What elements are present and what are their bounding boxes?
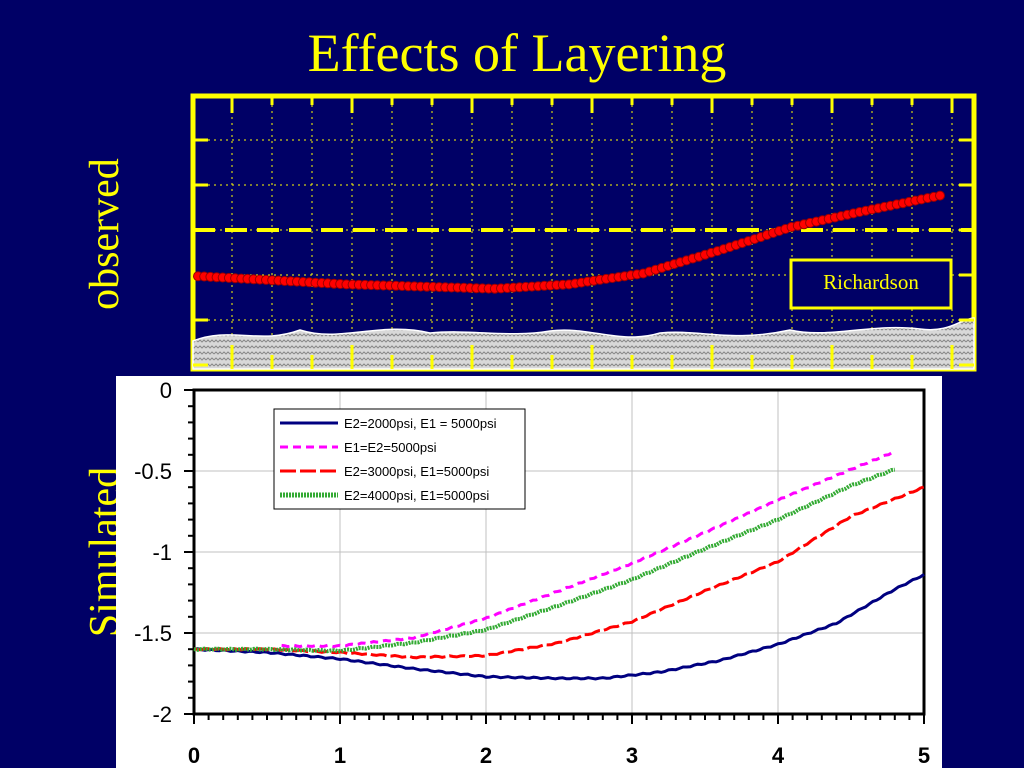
legend-label: E2=4000psi, E1=5000psi <box>344 488 489 503</box>
observed-side-label: observed <box>82 158 128 310</box>
y-tick-label: -0.5 <box>134 459 172 484</box>
observed-axis-ticks <box>193 96 974 369</box>
x-tick-label: 1 <box>334 743 346 768</box>
legend-label: E1=E2=5000psi <box>344 440 437 455</box>
legend: E2=2000psi, E1 = 5000psi E1=E2=5000psi E2=… <box>273 408 526 510</box>
x-tick-label: 3 <box>626 743 638 768</box>
simulated-series <box>193 449 925 681</box>
y-tick-label: -1.5 <box>134 621 172 646</box>
ground-layer <box>192 317 975 370</box>
observed-grid <box>196 99 971 366</box>
richardson-badge-label: Richardson <box>823 270 919 294</box>
series-line-4 <box>193 467 896 654</box>
observed-points <box>193 190 945 294</box>
x-tick-label: 0 <box>188 743 200 768</box>
x-tick-labels: 0 1 2 3 4 5 <box>188 743 930 768</box>
y-tick-label: -2 <box>152 702 172 727</box>
legend-box <box>273 408 526 510</box>
y-tick-label: 0 <box>160 378 172 403</box>
richardson-badge <box>789 258 953 310</box>
observed-plot-frame <box>190 93 977 372</box>
y-tick-label: -1 <box>152 540 172 565</box>
slide-title: Effects of Layering <box>307 23 727 83</box>
simulated-ticks <box>184 389 925 724</box>
legend-label: E2=2000psi, E1 = 5000psi <box>344 416 497 431</box>
y-tick-labels: 0 -0.5 -1 -1.5 -2 <box>134 378 172 727</box>
series-line-1 <box>193 573 925 681</box>
observed-data-point <box>935 190 945 201</box>
simulated-deflection-chart: 0 -0.5 -1 -1.5 -2 0 1 2 3 4 5 E2=2000psi, E1 = 50… <box>116 376 942 768</box>
observed-profile-chart: Richardson <box>190 93 977 372</box>
x-tick-label: 5 <box>918 743 930 768</box>
series-line-2 <box>281 449 896 649</box>
legend-label: E2=3000psi, E1=5000psi <box>344 464 489 479</box>
x-tick-label: 2 <box>480 743 492 768</box>
x-tick-label: 4 <box>772 743 785 768</box>
